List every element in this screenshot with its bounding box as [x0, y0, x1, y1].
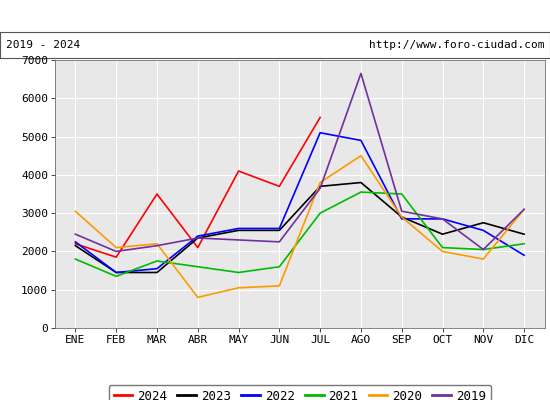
Text: http://www.foro-ciudad.com: http://www.foro-ciudad.com [369, 40, 544, 50]
Text: 2019 - 2024: 2019 - 2024 [6, 40, 80, 50]
Legend: 2024, 2023, 2022, 2021, 2020, 2019: 2024, 2023, 2022, 2021, 2020, 2019 [108, 384, 491, 400]
Text: Evolucion Nº Turistas Extranjeros en el municipio de Errenteria: Evolucion Nº Turistas Extranjeros en el … [0, 8, 550, 24]
